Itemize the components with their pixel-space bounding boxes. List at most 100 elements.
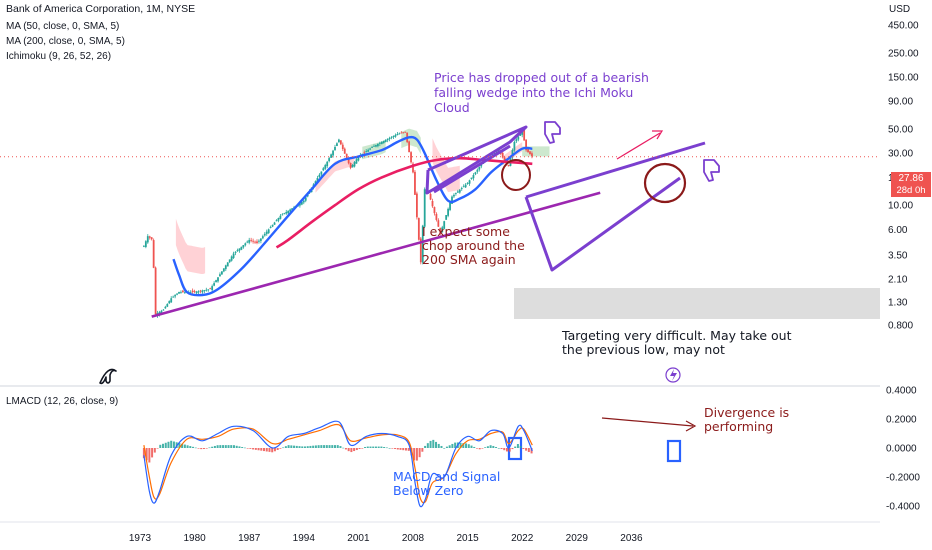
price-candle: [466, 182, 469, 184]
macd-histogram-bar: [298, 446, 301, 448]
macd-histogram-bar: [377, 446, 380, 448]
price-candle: [197, 291, 200, 293]
price-candle: [386, 138, 389, 141]
price-candle: [445, 215, 448, 220]
macd-histogram-bar: [331, 445, 334, 448]
price-candle: [328, 158, 331, 162]
macd-histogram-bar: [328, 445, 331, 448]
macd-histogram-bar: [380, 446, 383, 448]
macd-histogram-bar: [465, 443, 468, 448]
price-candle: [437, 220, 440, 227]
macd-histogram-bar: [162, 443, 165, 448]
price-candle: [246, 241, 249, 243]
price-candle: [228, 259, 231, 263]
drawings: [99, 121, 880, 463]
y-tick-label: 0.800: [888, 320, 913, 331]
divergence-arrow-head: [685, 420, 697, 432]
price-candle: [480, 164, 483, 167]
macd-histogram-bar: [320, 445, 323, 448]
price-candle: [232, 253, 235, 258]
price-candle: [447, 208, 449, 216]
macd-y-tick-label: -0.4000: [886, 502, 920, 513]
macd-histogram-bar: [303, 446, 306, 448]
price-candle: [170, 298, 173, 303]
macd-histogram-bar: [374, 446, 377, 448]
price-candle: [513, 142, 516, 151]
macd-histogram-bar: [230, 445, 233, 448]
price-candle: [416, 193, 418, 218]
cloud-patch: [401, 128, 421, 155]
price-candle: [378, 142, 381, 144]
price-candle: [150, 237, 153, 240]
macd-histogram-bar: [462, 443, 465, 448]
macd-histogram-bar: [342, 447, 345, 449]
macd-histogram-bar: [235, 445, 238, 448]
macd-histogram-bar: [172, 441, 175, 448]
price-candle: [396, 134, 399, 136]
price-candle: [365, 151, 368, 153]
macd-panel-label: LMACD (12, 26, close, 9): [6, 396, 119, 407]
macd-histogram-bar: [301, 446, 304, 448]
macd-histogram-bar: [495, 446, 498, 448]
price-candle: [195, 291, 198, 294]
x-tick-label: 2001: [347, 533, 370, 544]
macd-histogram-bar: [293, 445, 296, 448]
macd-histogram-bar: [339, 446, 342, 448]
price-candle: [168, 301, 171, 304]
macd-box-2008: [507, 436, 523, 461]
macd-histogram-bar: [197, 448, 200, 449]
macd-histogram-bar: [473, 446, 476, 448]
macd-histogram-bar: [194, 447, 197, 449]
macd-histogram-bar: [276, 448, 279, 450]
price-candle: [271, 224, 274, 227]
price-candle: [529, 151, 531, 155]
macd-histogram-bar: [222, 445, 225, 448]
price-candle: [394, 134, 397, 137]
price-candle: [217, 277, 219, 282]
price-candle: [507, 164, 510, 167]
currency-label: USD: [889, 4, 911, 15]
macd-histogram-bar: [415, 448, 418, 461]
macd-histogram-bar: [243, 447, 246, 449]
price-candle: [515, 139, 518, 142]
price-candle: [318, 174, 321, 178]
price-candle: [338, 139, 340, 143]
macd-histogram-bar: [492, 445, 495, 448]
circle-2022: [643, 162, 687, 204]
price-candle: [252, 240, 254, 242]
dinosaur-icon: [99, 368, 117, 385]
macd-annotation: MACD and Signal Below Zero: [393, 469, 501, 498]
macd-histogram-bar: [478, 448, 481, 450]
macd-histogram-bar: [282, 447, 285, 449]
support-trendline: [151, 191, 601, 318]
up-arrow-head: [652, 130, 664, 140]
macd-histogram-bar: [159, 444, 162, 448]
macd-histogram-bar: [238, 446, 241, 448]
macd-histogram-bar: [514, 446, 517, 448]
price-candle: [375, 144, 377, 147]
price-candle: [209, 288, 212, 290]
x-tick-label: 2029: [566, 533, 589, 544]
macd-histogram-bar: [279, 448, 282, 449]
price-candle: [380, 141, 383, 145]
price-candle: [347, 158, 350, 164]
macd-histogram-bar: [369, 446, 372, 448]
y-tick-label: 250.00: [888, 48, 919, 59]
price-candle: [320, 171, 323, 175]
macd-histogram-bar: [314, 445, 317, 448]
macd-histogram-bar: [497, 448, 500, 449]
price-candle: [300, 201, 303, 205]
macd-histogram-bar: [257, 448, 260, 451]
lightning-icon: [665, 367, 681, 383]
price-candle: [162, 309, 165, 311]
macd-histogram-bar: [271, 448, 274, 453]
macd-histogram-bar: [151, 448, 154, 458]
up-arrow-line: [616, 132, 661, 160]
macd-histogram-bar: [426, 443, 429, 448]
price-candle: [254, 241, 256, 243]
target-annotation: Targeting very difficult. May take out t…: [562, 328, 792, 357]
x-tick-label: 2036: [620, 533, 643, 544]
price-candle: [472, 175, 475, 179]
x-tick-label: 2022: [511, 533, 534, 544]
price-candle: [332, 150, 334, 156]
